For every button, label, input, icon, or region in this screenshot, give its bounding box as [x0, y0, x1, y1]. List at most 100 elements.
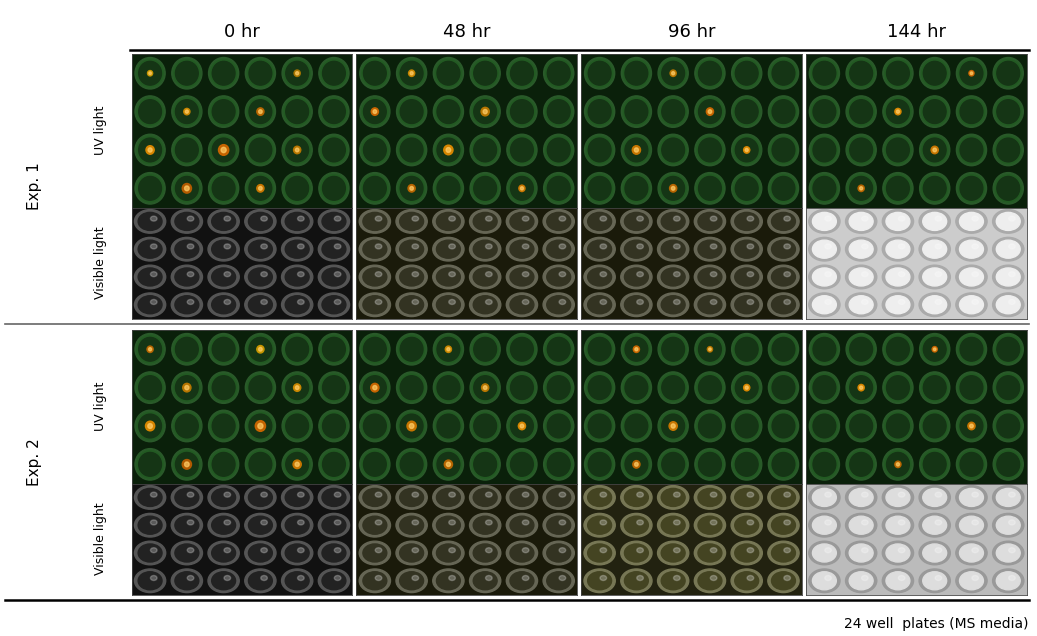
- Ellipse shape: [768, 57, 798, 89]
- Ellipse shape: [400, 376, 423, 399]
- Ellipse shape: [935, 272, 942, 277]
- Ellipse shape: [318, 541, 349, 565]
- Ellipse shape: [139, 61, 162, 85]
- Ellipse shape: [923, 240, 947, 258]
- Ellipse shape: [882, 210, 914, 233]
- Ellipse shape: [887, 100, 909, 123]
- Ellipse shape: [359, 513, 391, 537]
- Ellipse shape: [923, 452, 946, 476]
- Ellipse shape: [546, 212, 570, 230]
- Ellipse shape: [188, 492, 194, 497]
- Ellipse shape: [260, 272, 268, 277]
- Ellipse shape: [824, 576, 832, 581]
- Ellipse shape: [923, 414, 946, 438]
- Ellipse shape: [920, 172, 950, 204]
- Ellipse shape: [208, 293, 240, 317]
- Ellipse shape: [523, 548, 529, 553]
- Ellipse shape: [697, 335, 723, 363]
- Ellipse shape: [183, 384, 191, 392]
- Ellipse shape: [849, 376, 872, 399]
- Ellipse shape: [436, 174, 461, 202]
- Ellipse shape: [437, 212, 460, 230]
- Ellipse shape: [260, 300, 268, 305]
- Ellipse shape: [543, 372, 573, 403]
- Ellipse shape: [246, 333, 276, 365]
- Ellipse shape: [510, 452, 533, 476]
- Ellipse shape: [922, 136, 948, 164]
- Ellipse shape: [710, 272, 717, 277]
- Ellipse shape: [523, 272, 529, 277]
- Ellipse shape: [919, 237, 950, 261]
- Ellipse shape: [433, 372, 464, 403]
- Ellipse shape: [543, 293, 574, 317]
- Ellipse shape: [958, 374, 985, 401]
- Ellipse shape: [510, 337, 533, 361]
- Ellipse shape: [211, 59, 236, 87]
- Ellipse shape: [295, 70, 301, 76]
- Ellipse shape: [699, 414, 722, 438]
- Ellipse shape: [437, 240, 460, 258]
- Ellipse shape: [510, 138, 533, 162]
- Ellipse shape: [695, 486, 726, 509]
- Ellipse shape: [334, 492, 341, 497]
- Ellipse shape: [770, 59, 796, 87]
- Ellipse shape: [399, 268, 423, 286]
- Ellipse shape: [286, 176, 309, 200]
- Ellipse shape: [600, 548, 607, 553]
- Ellipse shape: [245, 210, 276, 233]
- Ellipse shape: [735, 296, 759, 314]
- Ellipse shape: [433, 448, 464, 480]
- Ellipse shape: [509, 136, 535, 164]
- Ellipse shape: [208, 486, 240, 509]
- Ellipse shape: [674, 520, 680, 525]
- Ellipse shape: [922, 412, 948, 440]
- Ellipse shape: [260, 520, 268, 525]
- Ellipse shape: [657, 265, 689, 289]
- Ellipse shape: [887, 376, 909, 399]
- Ellipse shape: [284, 374, 310, 401]
- Ellipse shape: [546, 488, 570, 506]
- Ellipse shape: [208, 513, 240, 537]
- Ellipse shape: [625, 138, 648, 162]
- Ellipse shape: [1009, 216, 1015, 221]
- Ellipse shape: [625, 100, 648, 123]
- Ellipse shape: [923, 488, 947, 506]
- Ellipse shape: [733, 174, 760, 202]
- Ellipse shape: [662, 240, 685, 258]
- Ellipse shape: [548, 452, 570, 476]
- Ellipse shape: [188, 520, 194, 525]
- Ellipse shape: [523, 520, 529, 525]
- Ellipse shape: [432, 513, 464, 537]
- Ellipse shape: [211, 98, 236, 125]
- Ellipse shape: [208, 410, 239, 442]
- Ellipse shape: [993, 410, 1024, 442]
- Ellipse shape: [658, 57, 689, 89]
- Ellipse shape: [246, 134, 276, 166]
- Ellipse shape: [363, 296, 387, 314]
- Ellipse shape: [375, 244, 382, 249]
- Ellipse shape: [543, 569, 574, 593]
- Ellipse shape: [363, 572, 387, 590]
- Ellipse shape: [188, 548, 194, 553]
- Ellipse shape: [171, 293, 202, 317]
- Ellipse shape: [584, 265, 615, 289]
- Ellipse shape: [249, 138, 272, 162]
- Ellipse shape: [882, 57, 913, 89]
- Ellipse shape: [845, 569, 877, 593]
- Ellipse shape: [213, 100, 235, 123]
- Ellipse shape: [744, 147, 750, 153]
- Ellipse shape: [375, 300, 382, 305]
- Ellipse shape: [150, 300, 157, 305]
- Ellipse shape: [588, 212, 612, 230]
- Ellipse shape: [809, 293, 840, 317]
- Ellipse shape: [997, 296, 1020, 314]
- Ellipse shape: [898, 244, 905, 249]
- Ellipse shape: [670, 184, 677, 192]
- Ellipse shape: [245, 513, 276, 537]
- Ellipse shape: [363, 516, 387, 534]
- Ellipse shape: [360, 448, 390, 480]
- Ellipse shape: [318, 265, 349, 289]
- Ellipse shape: [249, 488, 273, 506]
- Ellipse shape: [898, 300, 905, 305]
- Ellipse shape: [733, 412, 760, 440]
